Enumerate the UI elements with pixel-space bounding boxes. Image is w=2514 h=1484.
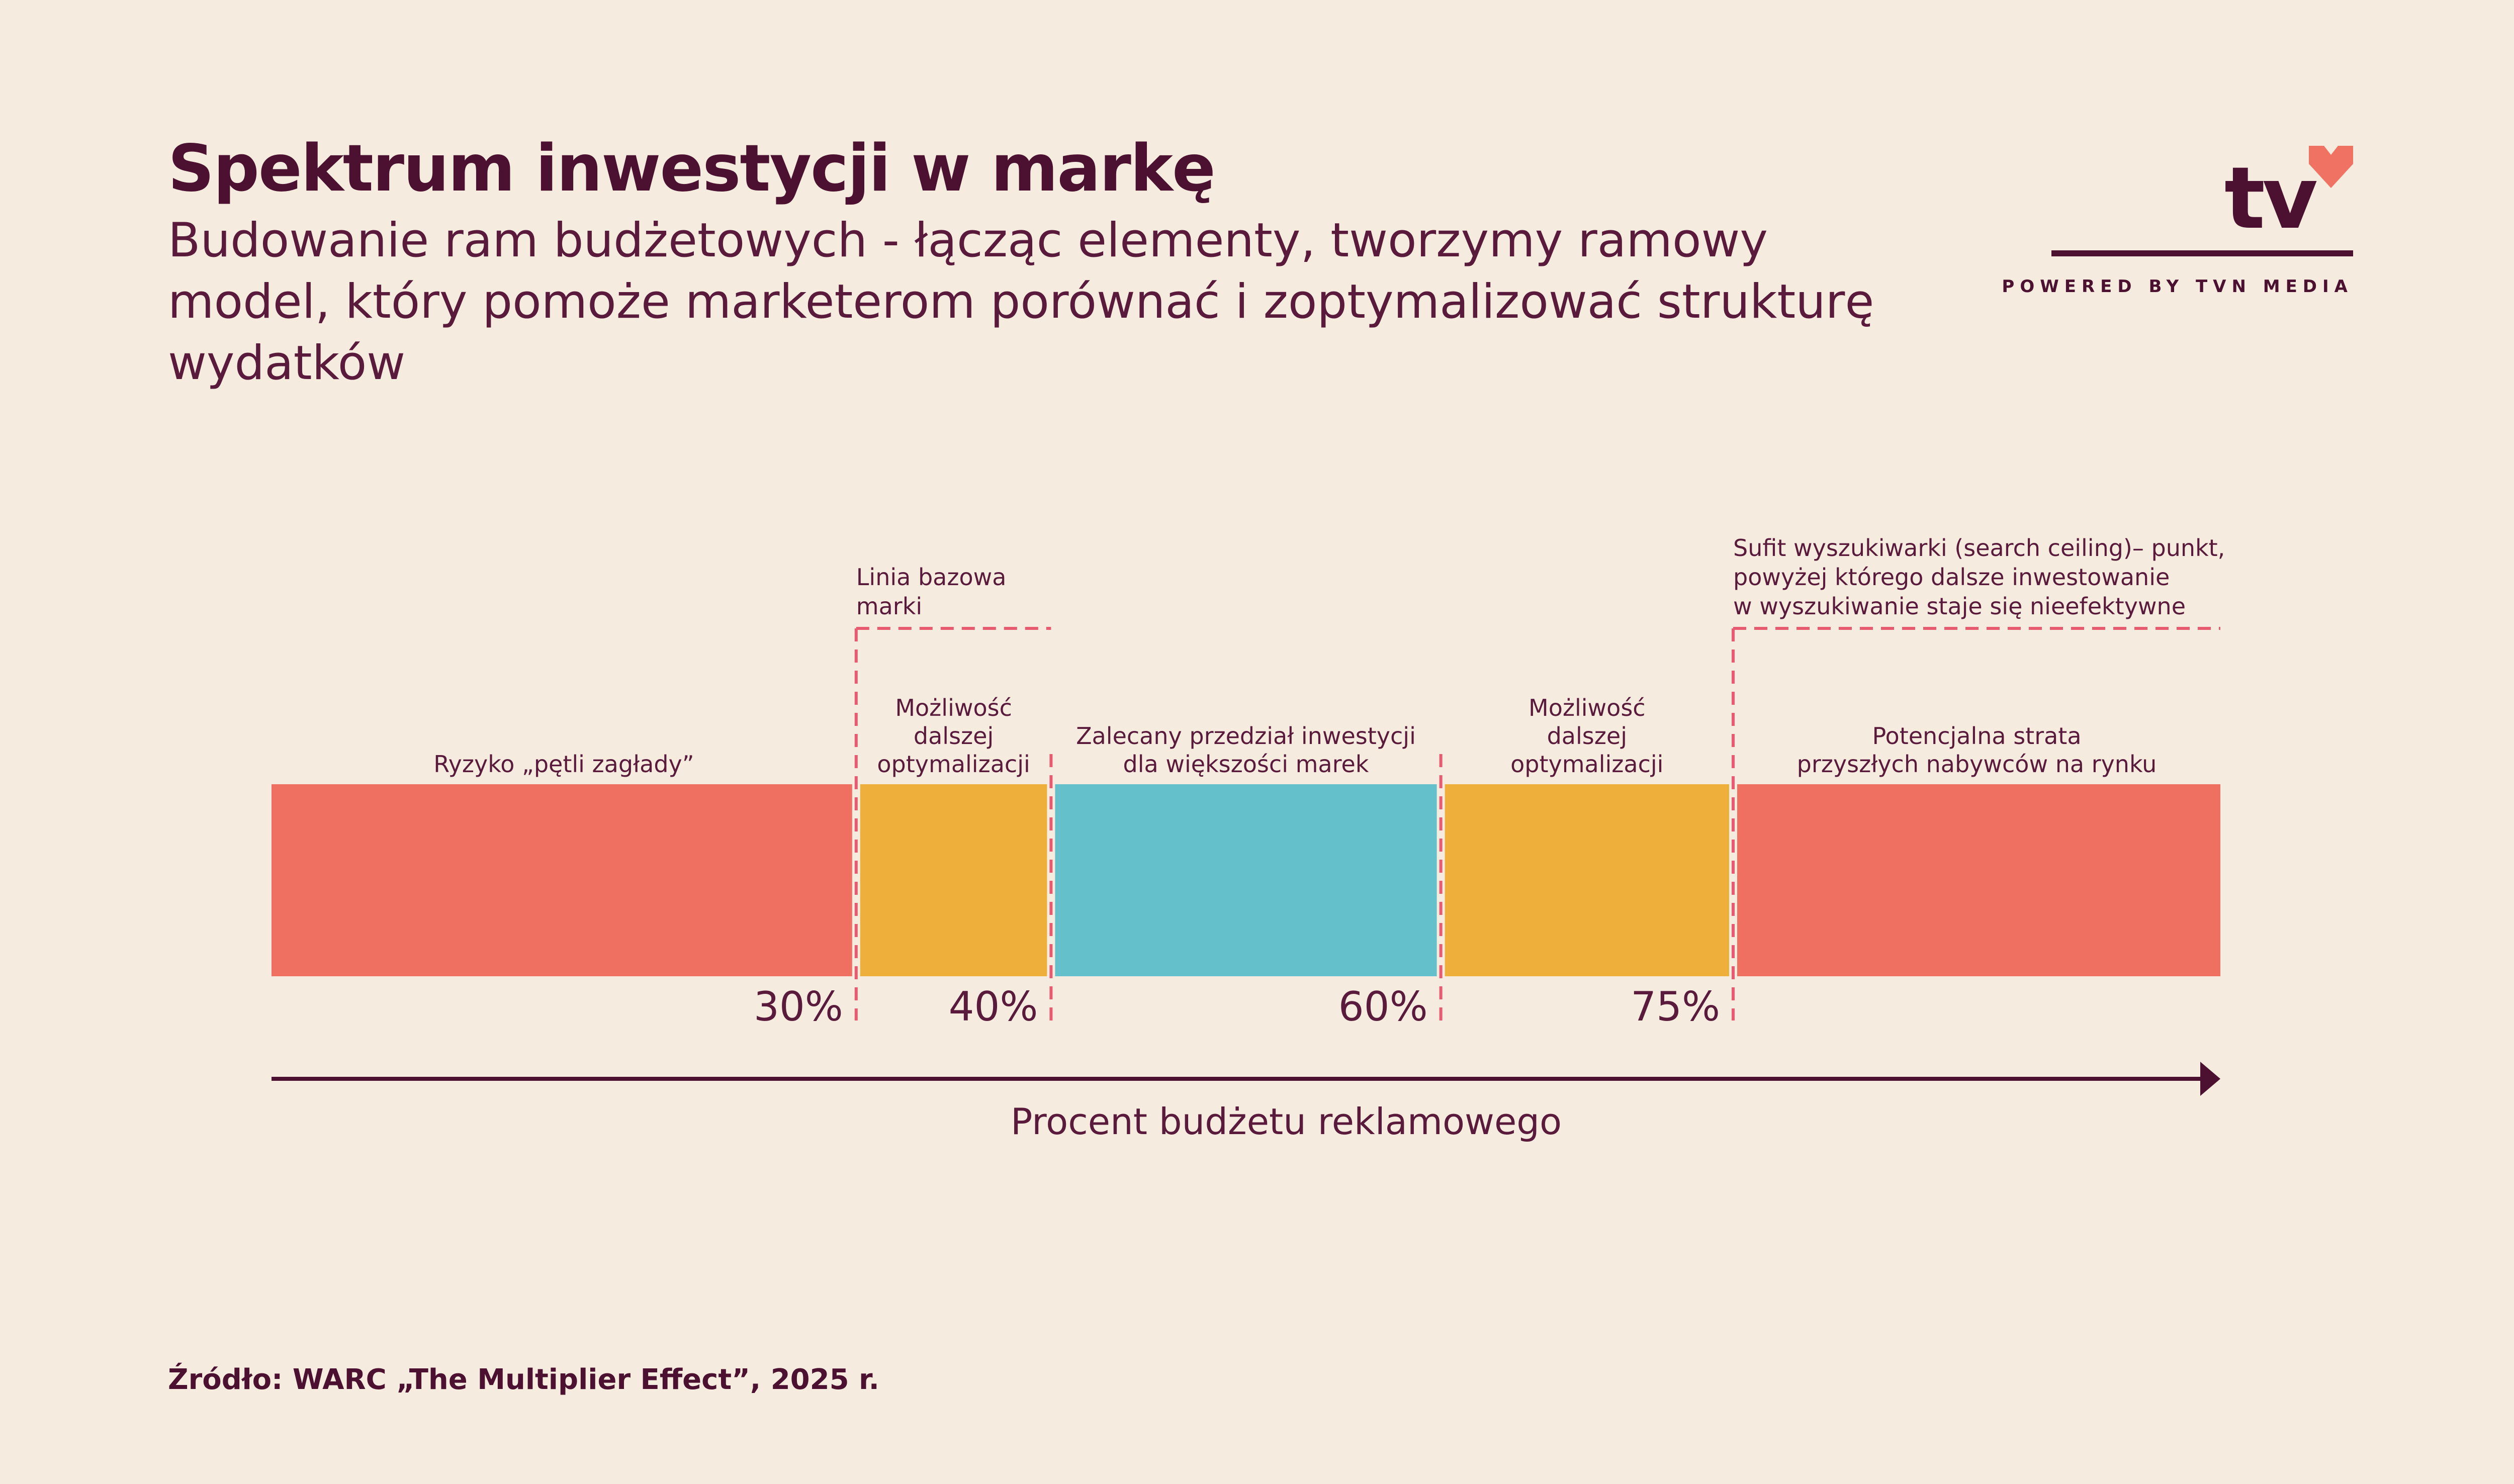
segment-label-5: przyszłych nabywców na rynku: [1797, 751, 2157, 778]
segment-label-4: optymalizacji: [1510, 751, 1663, 778]
annotation-text-2: powyżej którego dalsze inwestowanie: [1733, 564, 2170, 591]
chart-tick-labels: 30% 40% 60% 75%: [754, 983, 1720, 1030]
annotation-text-2: Sufit wyszukiwarki (search ceiling)– pun…: [1733, 534, 2225, 562]
chart-segments: [272, 784, 2220, 976]
bar-segment-2: [860, 784, 1047, 976]
segment-label-2: dalszej: [914, 722, 994, 750]
page-title: Spektrum inwestycji w markę: [168, 131, 1216, 206]
logo-tagline: POWERED BY TVN MEDIA: [2002, 276, 2353, 297]
bar-segment-5: [1737, 784, 2220, 976]
segment-label-3: dla większości marek: [1123, 751, 1369, 778]
segment-label-2: Możliwość: [895, 694, 1012, 721]
segment-label-3: Zalecany przedział inwestycji: [1076, 722, 1416, 750]
chart-axis: Procent budżetu reklamowego: [272, 1062, 2220, 1143]
bar-segment-3: [1055, 784, 1437, 976]
segment-label-5: Potencjalna strata: [1872, 722, 2081, 750]
bar-segment-4: [1445, 784, 1729, 976]
segment-label-4: Możliwość: [1529, 694, 1646, 721]
segment-label-2: optymalizacji: [877, 751, 1030, 778]
tick-label-60: 60%: [1338, 983, 1428, 1030]
chart-segment-labels: Ryzyko „pętli zagłady”Możliwośćdalszejop…: [433, 694, 2157, 778]
segment-label-4: dalszej: [1547, 722, 1627, 750]
annotation-text-2: w wyszukiwanie staje się nieefektywne: [1733, 593, 2186, 620]
tick-label-75: 75%: [1631, 983, 1720, 1030]
chart-dashed-lines: [854, 628, 1735, 1021]
tick-label-30: 30%: [754, 983, 843, 1030]
tv-logo: tv POWERED BY TVN MEDIA: [2002, 146, 2353, 307]
annotation-text-1: marki: [856, 593, 922, 620]
bar-segment-1: [272, 784, 852, 976]
source-note: Źródło: WARC „The Multiplier Effect”, 20…: [168, 1363, 879, 1396]
page-subtitle: Budowanie ram budżetowych - łącząc eleme…: [168, 213, 1874, 391]
heart-icon: [2309, 146, 2353, 188]
x-axis-label: Procent budżetu reklamowego: [1011, 1100, 1562, 1143]
tick-label-40: 40%: [949, 983, 1038, 1030]
logo-text: tv: [2224, 149, 2318, 248]
x-axis-arrow-icon: [2200, 1062, 2220, 1096]
segment-label-1: Ryzyko „pętli zagłady”: [433, 751, 694, 778]
logo-divider: [2051, 250, 2353, 256]
annotation-text-1: Linia bazowa: [856, 564, 1007, 591]
